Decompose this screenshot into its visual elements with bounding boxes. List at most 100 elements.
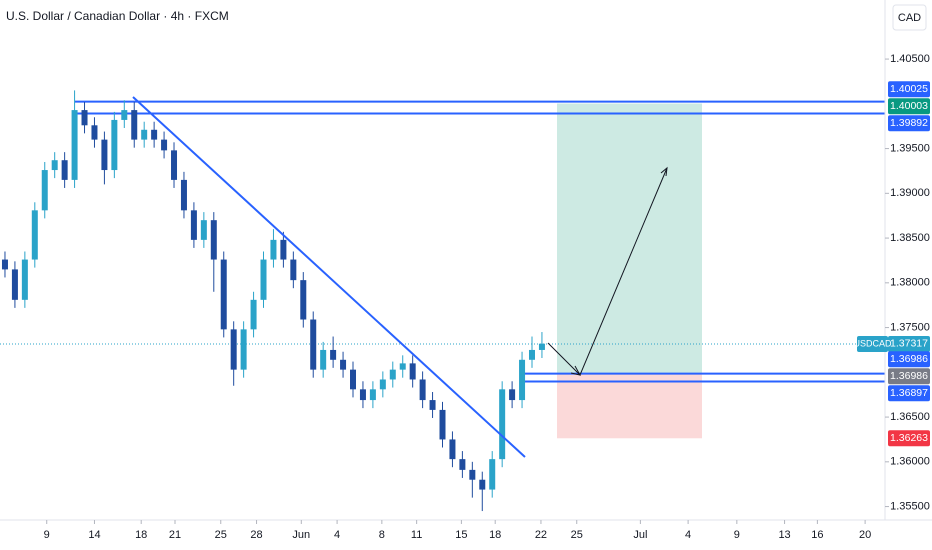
candle-body <box>240 329 247 370</box>
price-tag <box>888 368 930 385</box>
x-tick-label: 16 <box>811 529 823 541</box>
y-tick-label: 1.40500 <box>890 53 930 65</box>
x-tick-label: Jun <box>292 529 310 541</box>
candle-body <box>359 389 366 401</box>
candle-body <box>91 125 98 140</box>
candle-body <box>330 349 337 360</box>
x-tick-label: 14 <box>88 529 100 541</box>
price-tag-label: 1.39892 <box>890 117 928 129</box>
x-tick-label: 4 <box>685 529 691 541</box>
candle-body <box>171 150 178 180</box>
currency-button[interactable] <box>892 4 927 31</box>
candle-body <box>519 359 526 401</box>
price-tag-label: 1.37317 <box>890 338 928 350</box>
candle-body <box>220 259 227 330</box>
candle-body <box>419 379 426 401</box>
y-tick-label: 1.35500 <box>890 500 930 512</box>
x-tick-label: 11 <box>411 529 422 541</box>
candle-body <box>449 439 456 460</box>
candle-body <box>111 119 118 171</box>
candle-body <box>1 259 8 270</box>
candle-body <box>340 359 347 370</box>
candle-body <box>71 110 78 180</box>
candle-body <box>280 239 287 260</box>
price-tag-label: 1.36986 <box>890 353 928 365</box>
candle-body <box>509 389 516 401</box>
chart-title: U.S. Dollar / Canadian Dollar · 4h · FXC… <box>6 9 229 23</box>
candle-body <box>161 139 168 151</box>
price-tag <box>888 385 930 402</box>
candle-body <box>300 280 307 320</box>
target-zone <box>557 103 702 374</box>
candle-body <box>230 329 237 370</box>
x-tick-label: 9 <box>44 529 50 541</box>
symbol-tag <box>857 335 888 352</box>
candle-body <box>11 269 18 300</box>
x-tick-label: 13 <box>778 529 790 541</box>
candle-body <box>260 259 267 300</box>
arrow-head <box>660 166 668 177</box>
symbol-label: USDCAD <box>853 338 892 348</box>
candles <box>1 90 545 512</box>
candle-body <box>190 210 197 240</box>
x-tick-label: 25 <box>215 529 227 541</box>
candle-body <box>538 343 545 350</box>
price-tag-label: 1.40003 <box>890 100 928 112</box>
candle-body <box>180 179 187 211</box>
y-tick-label: 1.38000 <box>890 277 930 289</box>
y-tick-label: 1.36500 <box>890 411 930 423</box>
candle-body <box>41 170 48 211</box>
candle-body <box>379 379 386 390</box>
x-tick-label: 22 <box>535 529 547 541</box>
candle-body <box>81 110 88 126</box>
y-tick-label: 1.36000 <box>890 456 930 468</box>
candle-body <box>439 409 446 440</box>
x-tick-label: 28 <box>250 529 262 541</box>
candle-body <box>131 110 138 140</box>
x-tick-label: 18 <box>489 529 501 541</box>
candle-body <box>399 363 406 370</box>
price-tag-label: 1.36263 <box>890 432 928 444</box>
candle-body <box>101 139 108 171</box>
arrow-head <box>570 365 581 376</box>
currency[interactable]: CAD <box>898 12 921 24</box>
x-tick-label: Jul <box>633 529 647 541</box>
price-tag <box>888 98 930 115</box>
candle-body <box>31 210 38 260</box>
candle-body <box>151 129 158 140</box>
price-tag <box>888 115 930 132</box>
x-tick-label: 21 <box>169 529 181 541</box>
candle-body <box>310 319 317 370</box>
x-tick-label: 4 <box>334 529 340 541</box>
y-tick-label: 1.38500 <box>890 232 930 244</box>
candle-body <box>250 299 257 330</box>
price-tag <box>888 351 930 368</box>
price-axis: 1.40500 1.39500 1.39000 1.38500 1.38000 1.375… <box>44 53 930 541</box>
candle-body <box>21 259 28 300</box>
trend-line <box>132 96 526 458</box>
price-tag <box>888 81 930 98</box>
candle-body <box>528 349 535 360</box>
candle-body <box>479 479 486 490</box>
candle-body <box>320 349 327 370</box>
candle-body <box>270 239 277 260</box>
candle-body <box>141 129 148 140</box>
candle-body <box>489 459 496 490</box>
x-tick-label: 9 <box>734 529 740 541</box>
price-tag-label: 1.36986 <box>890 370 928 382</box>
y-tick-label: 1.37500 <box>890 321 930 333</box>
candle-body <box>469 469 476 480</box>
price-tag <box>888 430 930 447</box>
candle-body <box>369 389 376 401</box>
x-tick-label: 15 <box>455 529 467 541</box>
candle-body <box>121 110 128 120</box>
x-tick-label: 18 <box>135 529 147 541</box>
candle-body <box>61 160 68 180</box>
candle-body <box>210 220 217 260</box>
stop-zone <box>557 373 702 439</box>
candle-body <box>290 259 297 281</box>
candle-body <box>200 220 207 240</box>
candle-body <box>389 369 396 380</box>
